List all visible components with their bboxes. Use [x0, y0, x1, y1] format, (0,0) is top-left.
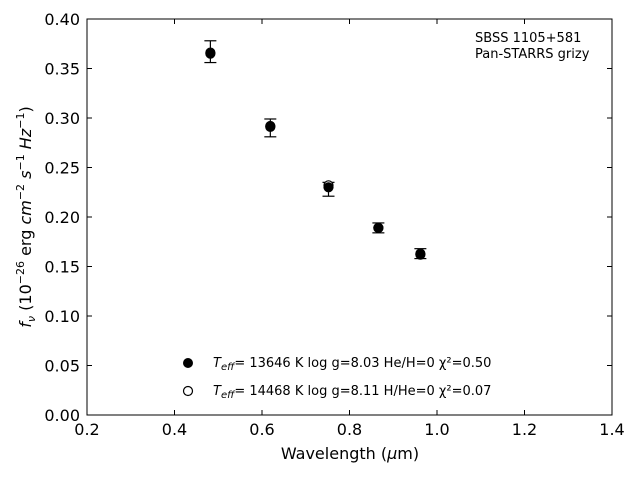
legend-entry-2-text: = 14468 K log g=8.11 H/He=0 χ²=0.07	[234, 384, 491, 399]
y-tick-label: 0.10	[44, 307, 80, 326]
y-tick-label: 0.05	[44, 357, 80, 376]
data-point-filled	[323, 182, 334, 193]
legend-marker-filled	[183, 358, 193, 368]
annotation-survey: Pan-STARRS grizy	[475, 47, 590, 62]
y-axis-label: fν (10−26 erg cm−2 s−1 Hz−1)	[14, 106, 38, 327]
data-point-filled	[205, 48, 216, 59]
y-tick-label: 0.35	[44, 60, 80, 79]
legend-entry-2: Teff= 14468 K log g=8.11 H/He=0 χ²=0.07	[213, 384, 491, 401]
data-point-filled	[415, 249, 426, 260]
x-tick-label: 1.2	[512, 420, 537, 439]
y-tick-label: 0.25	[44, 159, 80, 178]
y-tick-label: 0.40	[44, 10, 80, 29]
y-tick-label: 0.20	[44, 208, 80, 227]
y-tick-label: 0.30	[44, 109, 80, 128]
data-point-filled	[265, 121, 276, 133]
legend: Teff= 13646 K log g=8.03 He/H=0 χ²=0.50 …	[182, 356, 491, 401]
y-tick-label: 0.00	[44, 406, 80, 425]
x-tick-label: 0.6	[249, 420, 274, 439]
x-tick-label: 1.0	[424, 420, 449, 439]
x-tick-labels: 0.2 0.4 0.6 0.8 1.0 1.2 1.4	[74, 420, 624, 439]
x-tick-label: 1.4	[599, 420, 624, 439]
legend-entry-1: Teff= 13646 K log g=8.03 He/H=0 χ²=0.50	[213, 356, 491, 373]
y-tick-label: 0.15	[44, 258, 80, 277]
y-tick-labels: 0.00 0.05 0.10 0.15 0.20 0.25 0.30 0.35 0.40	[44, 10, 80, 425]
legend-entry-1-text: = 13646 K log g=8.03 He/H=0 χ²=0.50	[234, 356, 491, 371]
legend-marker-open	[182, 385, 194, 397]
x-tick-label: 0.2	[74, 420, 99, 439]
tick-marks	[86, 18, 613, 416]
annotation-object-name: SBSS 1105+581	[475, 31, 581, 46]
data-point-filled	[373, 222, 384, 233]
data-marks	[204, 40, 427, 260]
x-axis-label: Wavelength (μm)	[281, 444, 419, 463]
x-tick-label: 0.8	[337, 420, 362, 439]
x-tick-label: 0.4	[162, 420, 187, 439]
